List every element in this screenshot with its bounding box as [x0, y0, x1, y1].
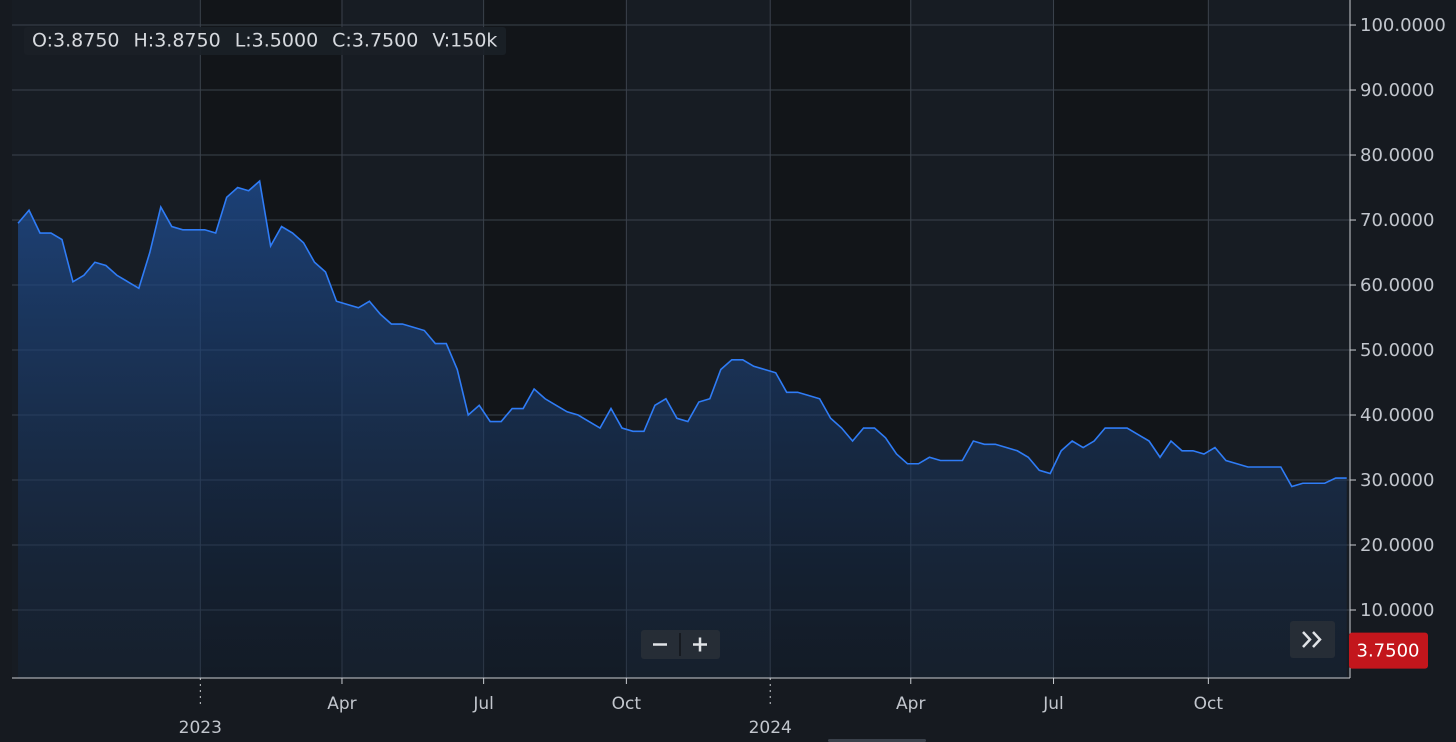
chevron	[1302, 631, 1312, 648]
y-tick-label: 90.0000	[1360, 80, 1434, 101]
zoom-controls[interactable]	[641, 630, 720, 659]
y-tick-label: 10.0000	[1360, 600, 1434, 621]
price-tag	[1349, 632, 1428, 669]
x-tick-label: Apr	[327, 694, 356, 714]
line	[17, 179, 1347, 488]
x-tick-label: Jul	[1042, 694, 1064, 714]
y-tick-label: 50.0000	[1360, 340, 1434, 361]
x-tick-label: Jul	[472, 694, 494, 714]
legend-item: L:3.5000	[235, 30, 318, 52]
x-tick-label: 2024	[749, 718, 792, 738]
legend: O:3.8750 H:3.8750 L:3.5000 C:3.7500 V:150k	[32, 30, 497, 52]
x-tick-label: Oct	[612, 694, 642, 714]
legend-item: H:3.8750	[134, 30, 221, 52]
price-tag-label: 3.7500	[1357, 641, 1420, 662]
x-tick-label: Apr	[896, 694, 925, 714]
y-tick-label: 70.0000	[1360, 210, 1434, 231]
legend-box	[24, 27, 506, 55]
x-tick-label: Oct	[1194, 694, 1224, 714]
y-tick-label: 80.0000	[1360, 145, 1434, 166]
legend-item: C:3.7500	[332, 30, 418, 52]
y-tick-label: 20.0000	[1360, 535, 1434, 556]
y-tick-label: 100.0000	[1360, 15, 1446, 36]
chevron	[1312, 631, 1322, 648]
scrollbar[interactable]	[828, 739, 926, 742]
axes: 10.0000 20.0000 30.0000 40.0000 50.0000 60.00…	[179, 15, 1446, 738]
x-tick-label: 2023	[179, 718, 222, 738]
plot	[17, 179, 1347, 678]
scroll-button[interactable]	[1290, 621, 1335, 658]
legend-item: O:3.8750	[32, 30, 120, 52]
y-tick-label: 30.0000	[1360, 470, 1434, 491]
scroll-to-end[interactable]	[1290, 621, 1335, 658]
area	[18, 181, 1347, 678]
legend-item: V:150k	[432, 30, 497, 52]
y-tick-label: 60.0000	[1360, 275, 1434, 296]
y-tick-label: 40.0000	[1360, 405, 1434, 426]
